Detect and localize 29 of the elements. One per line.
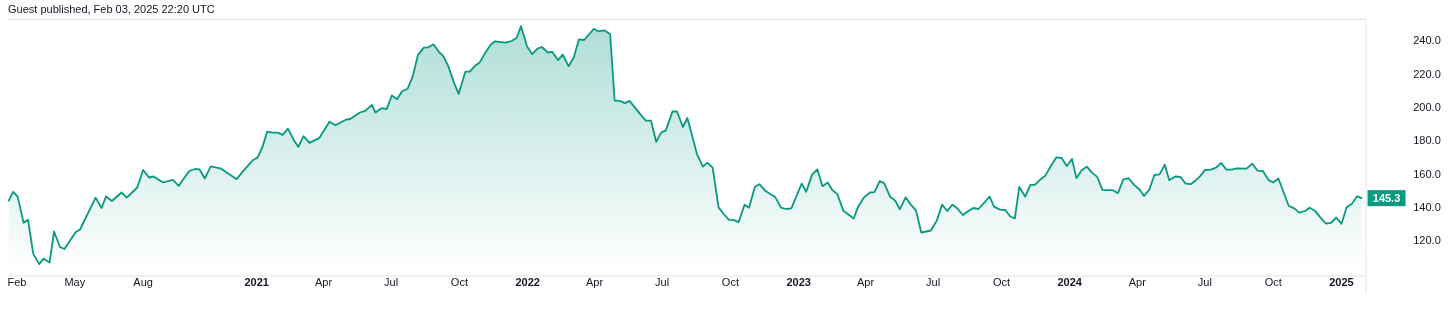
x-tick-label: Jul [1197,276,1212,288]
x-tick-label: Apr [1128,276,1147,288]
x-tick-label: May [64,276,86,288]
y-tick-label: 140.0 [1413,200,1441,213]
y-tick-label: 120.0 [1413,234,1441,247]
x-tick-label: Oct [721,276,739,288]
x-tick-label: Oct [450,276,468,288]
x-tick-label: Oct [1264,276,1282,288]
x-tick-label: Apr [857,276,875,288]
x-tick-label: Apr [314,276,333,288]
x-tick-label: 2021 [244,276,269,288]
x-tick-label: 2023 [786,276,811,288]
x-tick-label: Jul [655,276,670,288]
x-tick-label: Jul [384,276,399,288]
annotation: 145.3 [1372,192,1401,205]
x-tick-label: Aug [133,276,153,288]
y-tick-label: 160.0 [1413,167,1441,180]
x-tick-label: Apr [586,276,604,288]
text: Guest published, Feb 03, 2025 22:20 UTC [8,3,215,15]
x-tick-label: 2022 [515,276,540,288]
x-tick-label: Jul [926,276,941,288]
x-tick-label: Feb [7,276,27,288]
x-tick-label: Oct [992,276,1010,288]
x-tick-label: 2024 [1057,276,1083,288]
y-tick-label: 240.0 [1413,34,1441,47]
y-tick-label: 200.0 [1413,100,1441,113]
y-tick-label: 180.0 [1413,134,1441,147]
y-tick-label: 220.0 [1413,67,1441,80]
x-tick-label: 2025 [1329,276,1354,288]
